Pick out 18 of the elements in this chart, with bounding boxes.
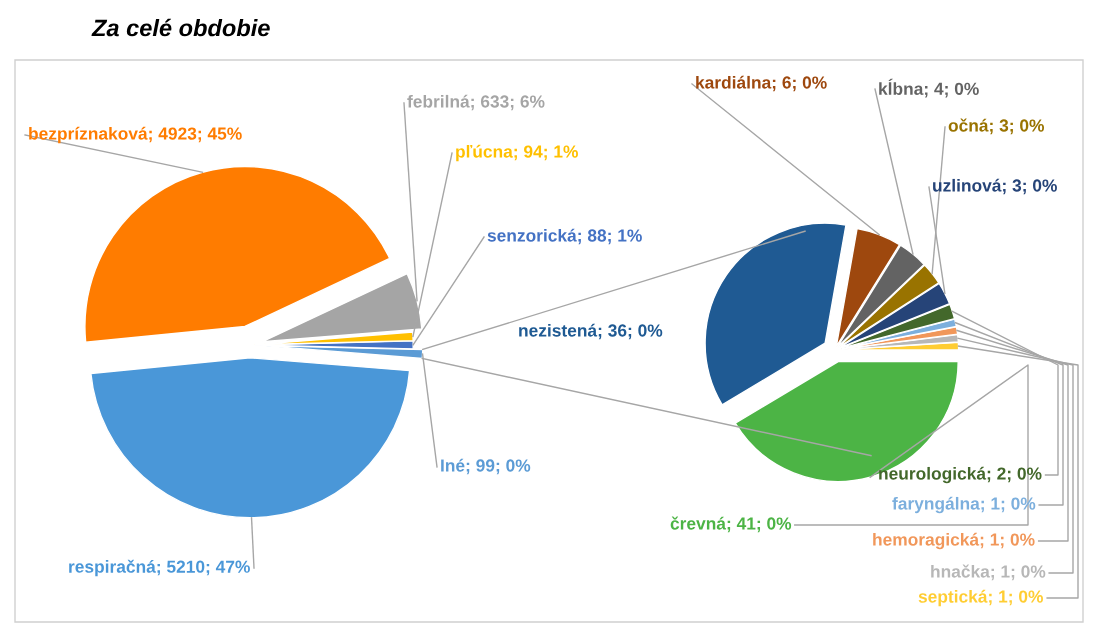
slice-label: faryngálna; 1; 0% xyxy=(892,496,1036,514)
slice-label: bezpríznaková; 4923; 45% xyxy=(29,126,242,144)
slice-label: očná; 3; 0% xyxy=(948,118,1045,135)
slice-label: febrilná; 633; 6% xyxy=(407,94,545,111)
slice-label: kardiálna; 6; 0% xyxy=(696,75,827,92)
slice-label: neurologická; 2; 0% xyxy=(879,466,1042,484)
slice-label: respiračná; 5210; 47% xyxy=(69,559,250,577)
slice-label: uzlinová; 3; 0% xyxy=(933,178,1057,195)
slice-label: pľúcna; 94; 1% xyxy=(456,144,578,162)
slice-label: hemoragická; 1; 0% xyxy=(873,532,1035,550)
slice-label: hnačka; 1; 0% xyxy=(931,564,1046,581)
slice-label: črevná; 41; 0% xyxy=(670,516,792,533)
slice-label: septická; 1; 0% xyxy=(918,589,1043,607)
slice-label: senzorická; 88; 1% xyxy=(487,228,642,245)
chart-title: Za celé obdobie xyxy=(91,18,270,37)
slice-label: Iné; 99; 0% xyxy=(441,458,531,475)
slice-label: nezistená; 36; 0% xyxy=(519,323,663,340)
slice-label: kĺbna; 4; 0% xyxy=(879,78,979,98)
